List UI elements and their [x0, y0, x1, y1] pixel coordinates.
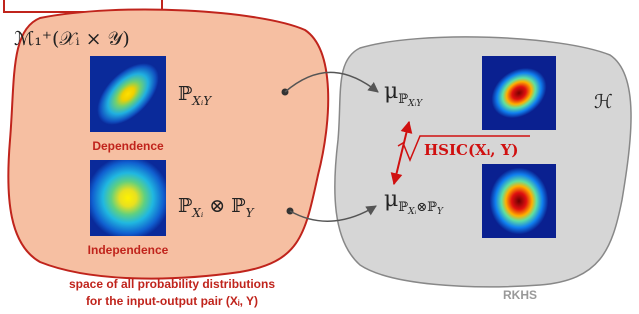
subscript: XᵢY	[407, 99, 423, 109]
subscript: ℙ	[398, 92, 408, 107]
distance-label: HSIC(Xᵢ, Y)	[424, 141, 519, 159]
symbol: ℙ	[178, 195, 192, 217]
heatmap	[90, 160, 166, 236]
symbol: μ	[384, 187, 398, 212]
heatmap	[90, 56, 166, 132]
space-label: ℋ	[594, 91, 613, 113]
caption: Dependence	[92, 139, 164, 153]
symbol: ⊗ ℙ	[203, 195, 245, 217]
subscript: ⊗ℙ	[416, 200, 437, 215]
heatmap	[482, 164, 556, 238]
diagram: ℳ₁⁺(𝒳ᵢ × 𝒴) ℙXᵢY Dependence ℙXᵢ ⊗ ℙY Ind…	[0, 0, 639, 314]
heatmap	[482, 56, 556, 130]
subscript: XᵢY	[191, 94, 212, 108]
product-label: ℙXᵢ ⊗ ℙY	[178, 195, 255, 220]
symbol: μ	[384, 79, 398, 104]
footer: RKHS	[503, 288, 537, 302]
space-label: ℳ₁⁺(𝒳ᵢ × 𝒴)	[14, 28, 130, 50]
subscript: ℙ	[398, 200, 408, 215]
footer: space of all probability distributions	[69, 277, 275, 291]
footer: for the input-output pair (Xᵢ, Y)	[86, 294, 258, 308]
symbol: ℙ	[178, 83, 192, 105]
subscript: Y	[246, 206, 255, 220]
caption: Independence	[88, 243, 169, 257]
subscript: Xᵢ	[191, 206, 204, 220]
subscript: Y	[437, 207, 444, 217]
subscript: Xᵢ	[407, 207, 416, 217]
